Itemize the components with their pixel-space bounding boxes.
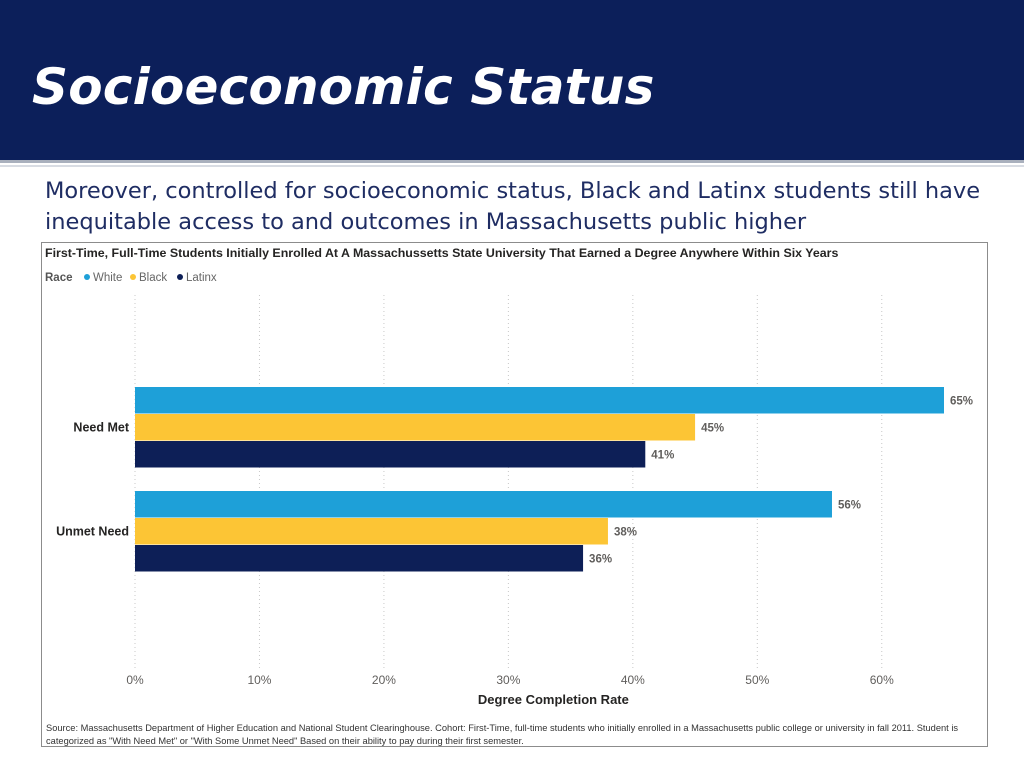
x-tick-label-50: 50% <box>745 673 769 687</box>
x-axis-label: Degree Completion Rate <box>478 692 629 707</box>
bar-chart: First-Time, Full-Time Students Initially… <box>45 246 973 707</box>
x-tick-label-40: 40% <box>621 673 645 687</box>
header-divider <box>0 160 1024 163</box>
chart-source-note: Source: Massachusetts Department of High… <box>46 723 959 746</box>
x-tick-label-30: 30% <box>496 673 520 687</box>
category-label-unmet-need: Unmet Need <box>56 525 129 539</box>
bar-black-need-met <box>135 414 696 441</box>
bar-black-unmet-need <box>135 518 608 545</box>
x-tick-label-0: 0% <box>126 673 144 687</box>
slide-body-text: Moreover, controlled for socioeconomic s… <box>45 178 981 235</box>
legend-label-latinx: Latinx <box>186 272 217 284</box>
bar-white-need-met <box>135 387 944 414</box>
x-tick-label-60: 60% <box>870 673 894 687</box>
x-tick-label-10: 10% <box>247 673 271 687</box>
slide-header: Socioeconomic Status <box>0 0 1024 160</box>
data-label-white-unmet-need: 56% <box>838 499 861 511</box>
bar-latinx-unmet-need <box>135 545 584 572</box>
legend-label-black: Black <box>139 272 167 284</box>
slide-title: Socioeconomic Status <box>32 58 655 116</box>
data-label-latinx-need-met: 41% <box>651 449 674 461</box>
data-label-black-need-met: 45% <box>701 422 724 434</box>
legend-title: Race <box>45 272 73 284</box>
data-label-latinx-unmet-need: 36% <box>589 553 612 565</box>
bar-white-unmet-need <box>135 491 832 518</box>
header-divider-secondary <box>0 165 1024 167</box>
bar-latinx-need-met <box>135 441 646 468</box>
category-label-need-met: Need Met <box>73 421 129 435</box>
legend-marker-latinx <box>177 274 183 280</box>
legend-marker-white <box>84 274 90 280</box>
data-label-white-need-met: 65% <box>950 395 973 407</box>
chart-title: First-Time, Full-Time Students Initially… <box>45 246 838 260</box>
data-label-black-unmet-need: 38% <box>614 526 637 538</box>
chart-panel: First-Time, Full-Time Students Initially… <box>41 242 988 747</box>
legend-label-white: White <box>93 272 122 284</box>
legend-marker-black <box>130 274 136 280</box>
x-tick-label-20: 20% <box>372 673 396 687</box>
